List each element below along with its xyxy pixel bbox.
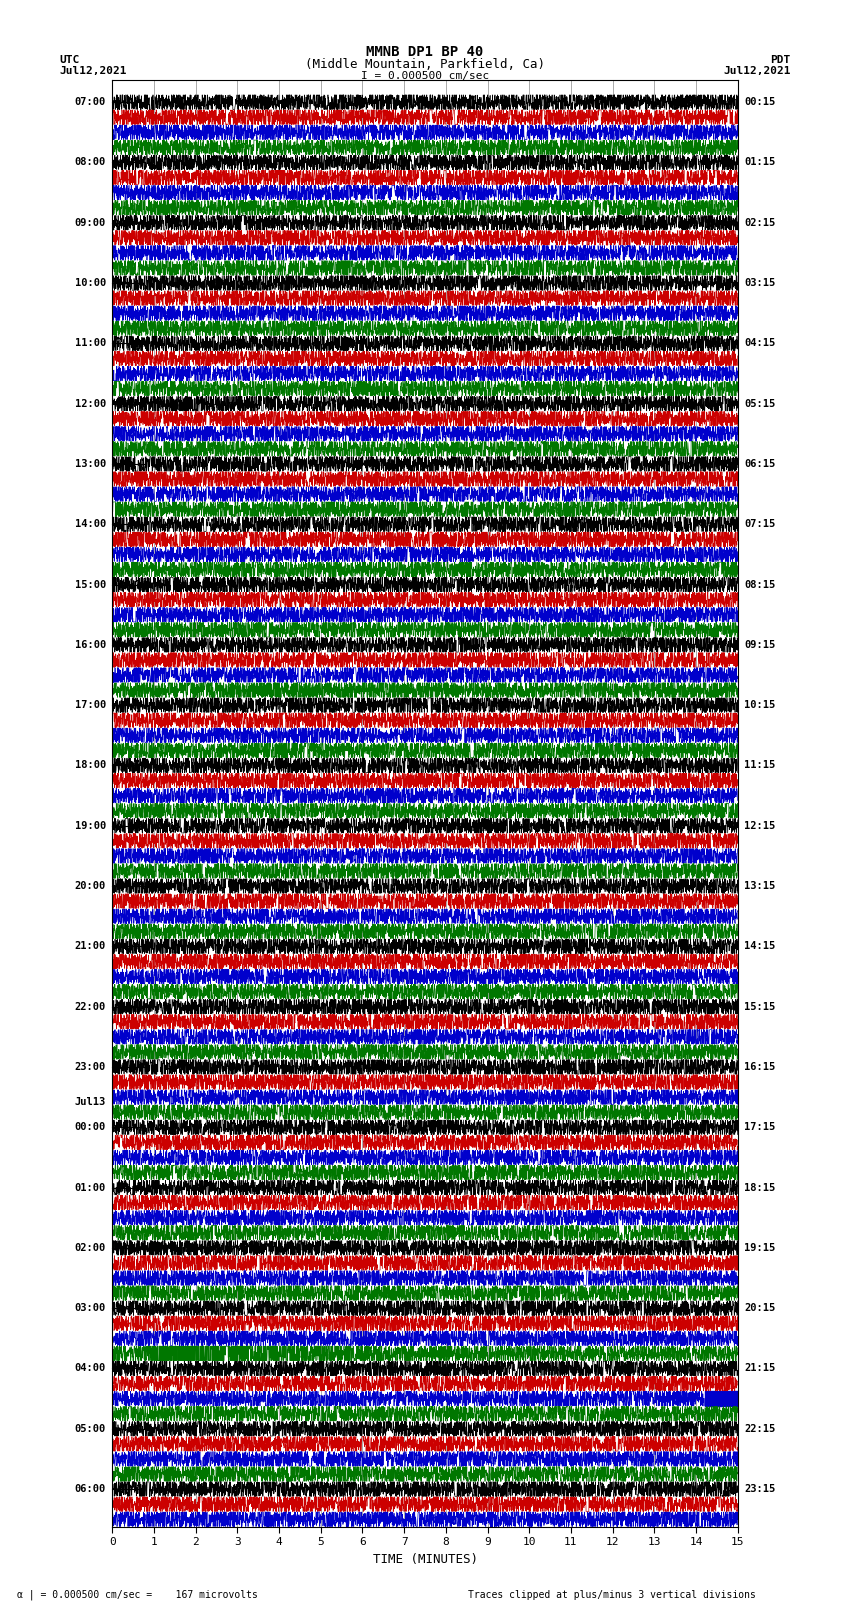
Text: PDT: PDT: [770, 55, 790, 65]
Text: 00:15: 00:15: [744, 97, 775, 106]
Text: 14:15: 14:15: [744, 942, 775, 952]
Text: 11:15: 11:15: [744, 760, 775, 771]
Text: α | = 0.000500 cm/sec =    167 microvolts: α | = 0.000500 cm/sec = 167 microvolts: [17, 1589, 258, 1600]
Text: 13:00: 13:00: [75, 460, 106, 469]
Text: MMNB DP1 BP 40: MMNB DP1 BP 40: [366, 45, 484, 60]
Text: 19:15: 19:15: [744, 1244, 775, 1253]
Text: 11:00: 11:00: [75, 339, 106, 348]
Text: 17:15: 17:15: [744, 1123, 775, 1132]
Text: 18:00: 18:00: [75, 760, 106, 771]
Text: 02:00: 02:00: [75, 1244, 106, 1253]
Text: 01:15: 01:15: [744, 158, 775, 168]
Text: 04:00: 04:00: [75, 1363, 106, 1374]
Text: 22:15: 22:15: [744, 1424, 775, 1434]
Text: 22:00: 22:00: [75, 1002, 106, 1011]
Text: 16:15: 16:15: [744, 1061, 775, 1073]
Text: 03:15: 03:15: [744, 277, 775, 289]
Text: 17:00: 17:00: [75, 700, 106, 710]
Text: 02:15: 02:15: [744, 218, 775, 227]
Text: I = 0.000500 cm/sec: I = 0.000500 cm/sec: [361, 71, 489, 81]
Text: 10:15: 10:15: [744, 700, 775, 710]
Text: Jul12,2021: Jul12,2021: [60, 66, 127, 76]
Text: 23:15: 23:15: [744, 1484, 775, 1494]
Text: 05:15: 05:15: [744, 398, 775, 408]
Text: 15:15: 15:15: [744, 1002, 775, 1011]
Text: (Middle Mountain, Parkfield, Ca): (Middle Mountain, Parkfield, Ca): [305, 58, 545, 71]
Text: 10:00: 10:00: [75, 277, 106, 289]
Text: 20:15: 20:15: [744, 1303, 775, 1313]
Text: UTC: UTC: [60, 55, 80, 65]
Text: 21:00: 21:00: [75, 942, 106, 952]
Text: 12:15: 12:15: [744, 821, 775, 831]
Text: 01:00: 01:00: [75, 1182, 106, 1192]
Text: 09:15: 09:15: [744, 640, 775, 650]
Text: 05:00: 05:00: [75, 1424, 106, 1434]
Text: Jul12,2021: Jul12,2021: [723, 66, 791, 76]
Text: 04:15: 04:15: [744, 339, 775, 348]
Text: 06:15: 06:15: [744, 460, 775, 469]
Text: 20:00: 20:00: [75, 881, 106, 890]
Text: Traces clipped at plus/minus 3 vertical divisions: Traces clipped at plus/minus 3 vertical …: [468, 1590, 756, 1600]
Text: 08:00: 08:00: [75, 158, 106, 168]
Text: 14:00: 14:00: [75, 519, 106, 529]
Text: 09:00: 09:00: [75, 218, 106, 227]
Text: 00:00: 00:00: [75, 1123, 106, 1132]
Text: 08:15: 08:15: [744, 579, 775, 589]
Text: 12:00: 12:00: [75, 398, 106, 408]
Text: 19:00: 19:00: [75, 821, 106, 831]
X-axis label: TIME (MINUTES): TIME (MINUTES): [372, 1553, 478, 1566]
Text: 03:00: 03:00: [75, 1303, 106, 1313]
Text: 06:00: 06:00: [75, 1484, 106, 1494]
Text: 07:15: 07:15: [744, 519, 775, 529]
Text: Jul13: Jul13: [75, 1097, 106, 1107]
Text: 23:00: 23:00: [75, 1061, 106, 1073]
Text: 07:00: 07:00: [75, 97, 106, 106]
Text: 15:00: 15:00: [75, 579, 106, 589]
Text: 18:15: 18:15: [744, 1182, 775, 1192]
Text: 16:00: 16:00: [75, 640, 106, 650]
Text: 13:15: 13:15: [744, 881, 775, 890]
Text: 21:15: 21:15: [744, 1363, 775, 1374]
